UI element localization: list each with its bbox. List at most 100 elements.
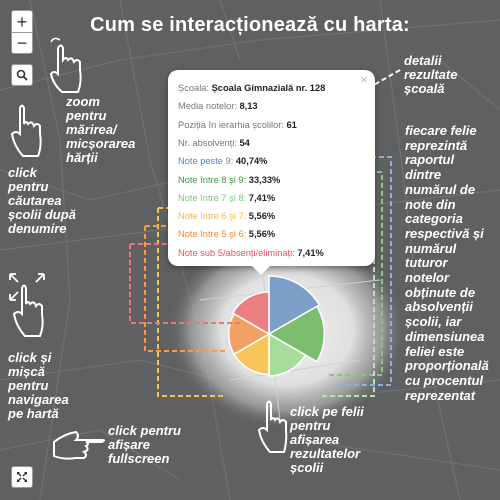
- pointing-hand-icon: [49, 37, 82, 93]
- note-line: școlii după: [8, 207, 76, 222]
- popup-row-key: Nr. absolvenți:: [178, 137, 240, 148]
- note-line: școlii: [290, 460, 324, 475]
- note-line: rezultatelor: [290, 446, 361, 461]
- note-line: micșorarea: [66, 136, 136, 151]
- note-line: hărții: [66, 150, 98, 165]
- popup-close-button[interactable]: ×: [360, 72, 368, 87]
- popup-row: Nr. absolvenți: 54: [178, 138, 250, 148]
- note-line: navigarea: [8, 392, 69, 407]
- popup-row: Poziția în ierarhia școlilor: 61: [178, 120, 297, 130]
- note-line: reprezintă: [405, 137, 468, 153]
- note-drag: click și mișcă pentru navigarea pe hartă: [8, 351, 69, 421]
- note-zoom: zoom pentru mărirea/micșorarea hărții: [66, 95, 135, 165]
- note-line: pentru: [290, 418, 331, 433]
- note-line: detalii: [404, 53, 442, 68]
- popup-row-key: Media notelor:: [178, 101, 240, 112]
- popup-row: Media notelor: 8,13: [178, 101, 258, 111]
- note-line: fiecare felie: [405, 123, 477, 138]
- note-line: pe hartă: [8, 406, 59, 421]
- popup-row: Note peste 9: 40,74%: [178, 156, 267, 166]
- popup-row-key: Poziția în ierarhia școlilor:: [178, 119, 287, 130]
- note-line: numărul de: [405, 181, 476, 197]
- note-line: note din: [405, 196, 456, 212]
- pointing-hand-icon: [257, 400, 288, 453]
- note-line: categoria: [405, 211, 463, 227]
- note-details: detalii rezultate școală: [404, 54, 457, 96]
- search-button[interactable]: [11, 64, 33, 86]
- pie-slice[interactable]: [268, 332, 307, 377]
- note-pie-click: click pe felii pentru afișarea rezultatelor…: [290, 405, 364, 475]
- note-line: afișarea: [290, 432, 340, 447]
- note-line: click: [8, 165, 37, 180]
- note-line: căutarea: [8, 193, 62, 208]
- popup-row-value: 40,74%: [235, 156, 268, 167]
- note-line: click și: [8, 350, 52, 365]
- popup-row-value: 7,41%: [297, 247, 324, 258]
- popup-row-key: Note între 7 și 8:: [178, 192, 249, 203]
- note-line: respectivă și: [405, 225, 484, 241]
- popup-row-value: 5,56%: [248, 211, 276, 222]
- note-line: dintre: [405, 167, 442, 183]
- popup-row: Note între 8 și 9: 33,33%: [178, 175, 280, 185]
- note-line: afișare: [108, 437, 150, 452]
- note-line: proporțională: [405, 358, 489, 374]
- note-line: pentru: [66, 108, 107, 123]
- note-line: click pe felii: [290, 404, 364, 419]
- popup-row-value: 8,13: [239, 101, 258, 112]
- note-line: școală: [404, 81, 445, 96]
- popup-row-key: Note între 5 și 6:: [178, 229, 249, 240]
- pointing-hand-icon: [10, 104, 42, 157]
- note-fullscreen: click pentru afișare fullscreen: [108, 424, 181, 466]
- search-icon: [16, 69, 28, 81]
- popup-row: Note sub 5/absenți/eliminați: 7,41%: [178, 248, 324, 258]
- popup-row-key: Note peste 9:: [178, 156, 236, 167]
- popup-row: Note între 5 și 6: 5,56%: [178, 229, 275, 239]
- note-line: dimensiunea: [405, 328, 485, 344]
- connector-line-8-9: [305, 171, 383, 376]
- popup-row-key: Note sub 5/absenți/eliminați:: [178, 247, 298, 258]
- page-title: Cum se interacționează cu harta:: [90, 14, 410, 36]
- note-line: rezultate: [404, 67, 458, 82]
- pie-slice[interactable]: [268, 275, 321, 336]
- connector-line-6-7: [157, 208, 226, 397]
- popup-row-key: Note între 8 și 9:: [178, 174, 249, 185]
- fullscreen-button[interactable]: [11, 466, 33, 488]
- pie-slice[interactable]: [267, 305, 326, 363]
- note-line: zoom: [66, 94, 100, 109]
- popup-row-value: 33,33%: [248, 174, 281, 185]
- note-line: click pentru: [108, 423, 181, 438]
- note-line: notelor: [405, 270, 450, 286]
- note-line: cu procentul: [405, 372, 484, 388]
- note-line: pentru: [8, 179, 49, 194]
- note-line: denumire: [8, 221, 67, 236]
- note-line: numărul: [405, 240, 457, 256]
- popup-row: Școala: Școala Gimnazială nr. 128: [178, 83, 325, 93]
- note-line: mărirea/: [66, 122, 117, 137]
- fullscreen-icon: [17, 472, 27, 482]
- popup-row-key: Note între 6 și 7:: [178, 211, 249, 222]
- connector-line-5-6: [144, 226, 226, 352]
- zoom-out-button[interactable]: −: [11, 32, 33, 54]
- pointing-hand-icon: [53, 430, 105, 460]
- move-arrows-icon: [9, 273, 45, 337]
- school-details-popup: × Școala: Școala Gimnazială nr. 128 Media…: [168, 70, 375, 266]
- note-line: feliei este: [405, 343, 465, 359]
- note-line: raportul: [405, 152, 455, 168]
- note-line: fullscreen: [108, 451, 170, 466]
- note-line: tuturor: [405, 255, 448, 271]
- popup-row-value: 5,56%: [248, 229, 276, 240]
- popup-row-value: 7,41%: [248, 192, 276, 203]
- note-search: click pentru căutarea școlii după denumire: [8, 166, 76, 236]
- popup-pointer: [251, 265, 271, 275]
- note-line: pentru: [8, 378, 49, 393]
- zoom-in-button[interactable]: +: [11, 10, 33, 32]
- popup-row-value: 61: [286, 119, 297, 130]
- popup-row: Note între 6 și 7: 5,56%: [178, 211, 275, 221]
- note-line: mișcă: [8, 364, 45, 379]
- popup-row-value: Școala Gimnazială nr. 128: [211, 83, 326, 93]
- pie-slice[interactable]: [231, 291, 270, 336]
- pie-chart[interactable]: [227, 275, 326, 377]
- popup-row-value: 54: [239, 137, 250, 148]
- popup-row-key: Școala:: [178, 83, 212, 93]
